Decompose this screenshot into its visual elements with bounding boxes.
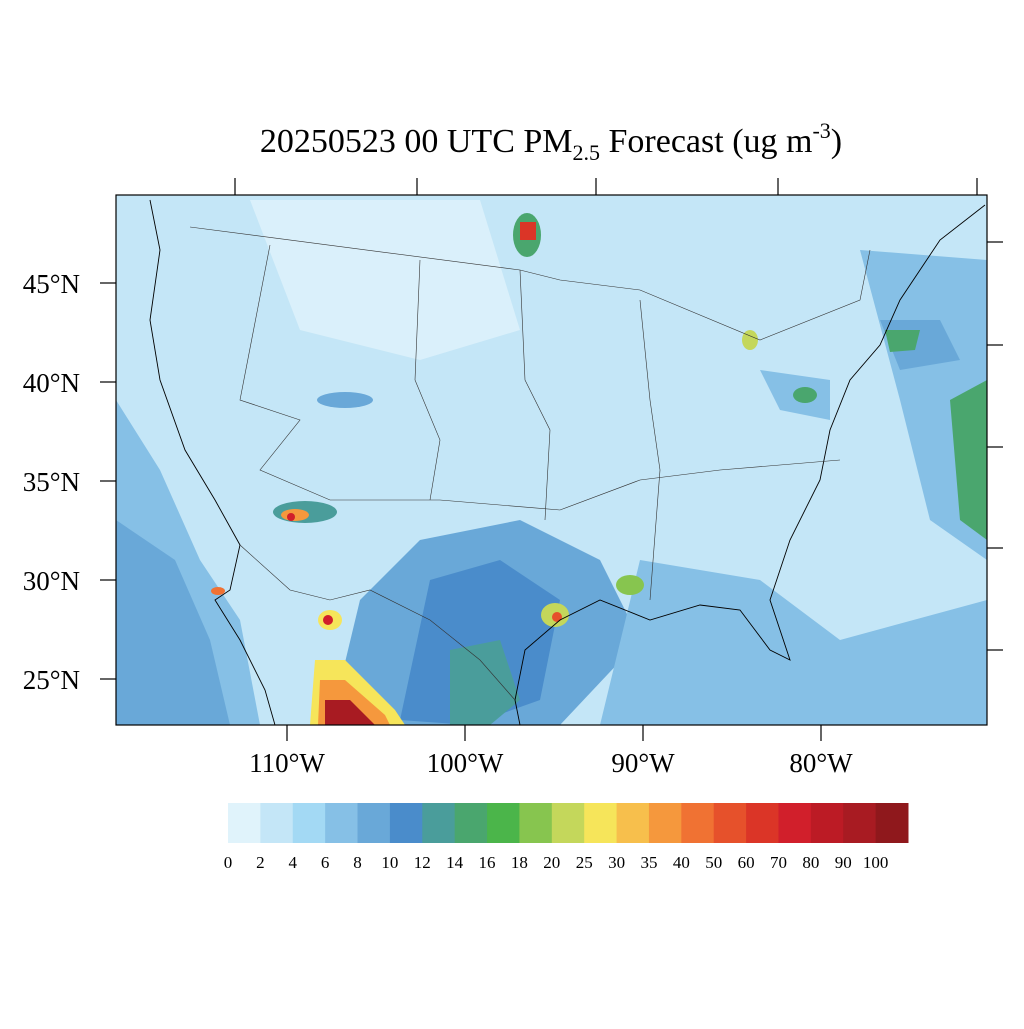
title-superscript: -3 bbox=[812, 118, 830, 143]
axis-labels: 45°N 40°N 35°N 30°N 25°N 110°W 100°W 90°W 80°W bbox=[23, 269, 853, 778]
colorbar-box bbox=[810, 803, 844, 843]
colorbar-box bbox=[681, 803, 715, 843]
colorbar-label: 0 bbox=[224, 853, 233, 872]
colorbar-label: 16 bbox=[479, 853, 496, 872]
colorbar-box bbox=[648, 803, 682, 843]
title-subscript: 2.5 bbox=[573, 140, 601, 165]
lon-label: 80°W bbox=[789, 748, 853, 778]
colorbar-label: 4 bbox=[289, 853, 298, 872]
lon-label: 110°W bbox=[249, 748, 325, 778]
colorbar-box bbox=[616, 803, 650, 843]
colorbar-box bbox=[584, 803, 618, 843]
colorbar-label: 2 bbox=[256, 853, 265, 872]
frame-ticks bbox=[100, 178, 1003, 741]
colorbar-box bbox=[551, 803, 585, 843]
colorbar-label: 30 bbox=[608, 853, 625, 872]
colorbar-label: 35 bbox=[640, 853, 657, 872]
colorbar-label: 25 bbox=[576, 853, 593, 872]
title-middle: Forecast (ug m bbox=[600, 123, 812, 160]
title-main: 20250523 00 UTC PM bbox=[260, 123, 573, 160]
colorbar-box bbox=[519, 803, 553, 843]
colorbar-label: 40 bbox=[673, 853, 690, 872]
lat-label: 25°N bbox=[23, 665, 80, 695]
title-end: ) bbox=[831, 123, 842, 160]
map-title: 20250523 00 UTC PM2.5 Forecast (ug m-3) bbox=[260, 118, 842, 165]
map-frame bbox=[115, 194, 988, 726]
lon-label: 90°W bbox=[611, 748, 675, 778]
lon-label: 100°W bbox=[427, 748, 504, 778]
colorbar-box bbox=[357, 803, 391, 843]
colorbar-label: 8 bbox=[353, 853, 362, 872]
colorbar-label: 18 bbox=[511, 853, 528, 872]
colorbar-label: 50 bbox=[705, 853, 722, 872]
colorbar-box bbox=[260, 803, 294, 843]
colorbar-label: 70 bbox=[770, 853, 787, 872]
colorbar-label: 100 bbox=[863, 853, 889, 872]
colorbar-label: 14 bbox=[446, 853, 464, 872]
colorbar-box bbox=[875, 803, 909, 843]
colorbar-label: 20 bbox=[543, 853, 560, 872]
map-field bbox=[116, 195, 987, 725]
colorbar-box bbox=[422, 803, 456, 843]
colorbar-box bbox=[713, 803, 747, 843]
colorbar-label: 90 bbox=[835, 853, 852, 872]
lat-label: 30°N bbox=[23, 566, 80, 596]
colorbar-box bbox=[325, 803, 359, 843]
colorbar-box bbox=[746, 803, 779, 843]
colorbar-box bbox=[778, 803, 812, 843]
lat-label: 40°N bbox=[23, 368, 80, 398]
colorbar-label: 80 bbox=[802, 853, 819, 872]
lat-label: 35°N bbox=[23, 467, 80, 497]
lat-label: 45°N bbox=[23, 269, 80, 299]
colorbar-label: 12 bbox=[414, 853, 431, 872]
colorbar-box bbox=[487, 803, 520, 843]
colorbar: 0 2 4 6 8 10 12 14 16 18 20 25 30 35 40 50 60 70 80 90 100 bbox=[224, 803, 909, 872]
colorbar-box bbox=[389, 803, 423, 843]
colorbar-label: 10 bbox=[381, 853, 398, 872]
colorbar-label: 6 bbox=[321, 853, 330, 872]
colorbar-box bbox=[454, 803, 488, 843]
colorbar-box bbox=[292, 803, 326, 843]
colorbar-label: 60 bbox=[738, 853, 755, 872]
colorbar-box bbox=[228, 803, 261, 843]
colorbar-box bbox=[843, 803, 877, 843]
